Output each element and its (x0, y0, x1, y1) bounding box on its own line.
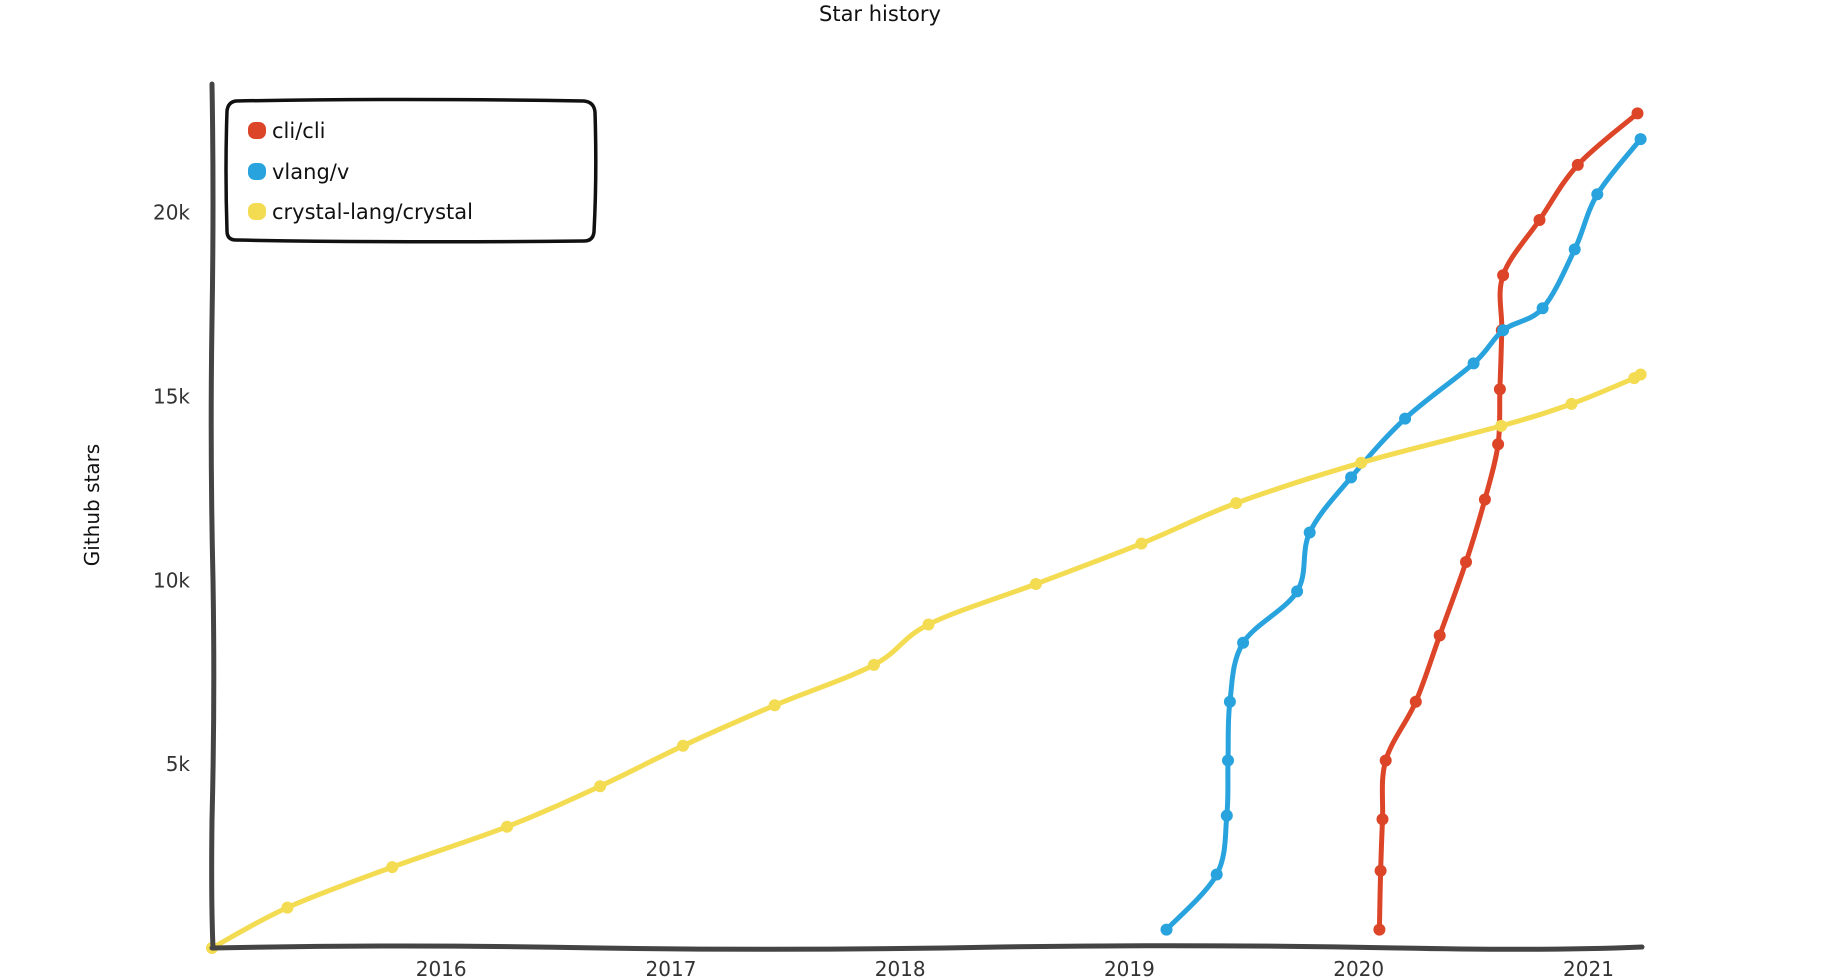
x-tick-label-2018: 2018 (875, 957, 926, 978)
y-tick-label-10k: 10k (153, 568, 190, 592)
series-point-cli-cli-6 (1460, 556, 1472, 568)
x-tick-label-2019: 2019 (1104, 957, 1155, 978)
series-point-crystal-lang-crystal-13 (1495, 419, 1508, 432)
series-point-cli-cli-7 (1478, 493, 1491, 506)
y-tick-label-20k: 20k (153, 201, 190, 225)
series-point-cli-cli-11 (1497, 269, 1510, 282)
series-point-crystal-lang-crystal-9 (1029, 578, 1042, 590)
series-point-crystal-lang-crystal-14 (1565, 397, 1578, 410)
series-point-vlang-v-11 (1497, 324, 1510, 337)
series-point-crystal-lang-crystal-1 (281, 901, 294, 914)
series-point-cli-cli-4 (1409, 695, 1422, 708)
legend: cli/cli vlang/v crystal-lang/crystal (224, 97, 598, 244)
series-point-crystal-lang-crystal-11 (1230, 497, 1243, 510)
series-point-crystal-lang-crystal-12 (1355, 456, 1368, 469)
series-point-vlang-v-3 (1222, 754, 1234, 767)
ticks-layer: 2016 2017 2018 2019 2020 2021 5k 10k 15k 20k (153, 201, 1614, 978)
series-point-crystal-lang-crystal-4 (594, 780, 607, 793)
series-point-crystal-lang-crystal-10 (1135, 537, 1148, 550)
legend-label-cli-cli: cli/cli (272, 119, 326, 143)
series-point-crystal-lang-crystal-2 (386, 861, 399, 874)
series-point-crystal-lang-crystal-5 (677, 739, 689, 752)
x-tick-label-2020: 2020 (1333, 957, 1384, 978)
x-axis-line (209, 943, 1645, 952)
series-point-vlang-v-12 (1536, 302, 1549, 315)
series-point-vlang-v-10 (1467, 357, 1480, 370)
series-point-vlang-v-7 (1303, 526, 1316, 539)
legend-swatch-cli-cli (248, 122, 266, 139)
series-point-vlang-v-9 (1399, 412, 1412, 425)
legend-swatch-crystal-lang-crystal (248, 203, 266, 220)
series-point-cli-cli-13 (1571, 158, 1584, 171)
series-point-cli-cli-8 (1492, 438, 1505, 451)
series-point-vlang-v-8 (1345, 471, 1358, 484)
x-tick-label-2016: 2016 (416, 957, 467, 978)
series-point-cli-cli-1 (1374, 864, 1387, 877)
x-tick-label-2021: 2021 (1563, 957, 1614, 978)
series-point-crystal-lang-crystal-6 (768, 699, 781, 712)
series-line-vlang-v (1164, 136, 1644, 933)
y-tick-label-15k: 15k (153, 385, 190, 409)
series-point-vlang-v-13 (1568, 243, 1581, 256)
series-point-vlang-v-14 (1591, 188, 1604, 201)
series-point-vlang-v-6 (1291, 585, 1304, 598)
series-layer (206, 107, 1647, 954)
series-point-vlang-v-2 (1220, 809, 1233, 822)
legend-label-vlang-v: vlang/v (272, 160, 349, 184)
chart-title: Star history (819, 2, 941, 26)
series-point-vlang-v-5 (1237, 636, 1250, 649)
series-point-crystal-lang-crystal-8 (922, 618, 935, 631)
series-point-vlang-v-0 (1160, 923, 1173, 936)
series-point-vlang-v-4 (1223, 695, 1236, 708)
y-axis-line (208, 81, 217, 951)
series-point-cli-cli-14 (1631, 107, 1644, 120)
series-point-cli-cli-3 (1379, 754, 1392, 767)
series-point-vlang-v-1 (1210, 868, 1223, 881)
series-line-cli-cli (1376, 110, 1640, 933)
x-tick-label-2017: 2017 (646, 957, 697, 978)
series-point-cli-cli-5 (1433, 629, 1446, 642)
axes-layer (208, 81, 1645, 952)
y-axis-label: Github stars (80, 444, 104, 566)
legend-box (224, 97, 598, 244)
legend-label-crystal-lang-crystal: crystal-lang/crystal (272, 200, 473, 224)
series-point-crystal-lang-crystal-16 (1634, 368, 1647, 381)
series-point-cli-cli-12 (1533, 214, 1546, 226)
series-point-crystal-lang-crystal-7 (867, 658, 880, 671)
series-point-vlang-v-15 (1634, 133, 1647, 146)
series-point-cli-cli-0 (1373, 923, 1386, 936)
series-point-cli-cli-9 (1493, 383, 1506, 396)
series-point-cli-cli-2 (1376, 813, 1389, 826)
series-point-crystal-lang-crystal-3 (501, 820, 514, 833)
series-line-crystal-lang-crystal (209, 372, 1644, 951)
y-tick-label-5k: 5k (166, 752, 191, 776)
legend-swatch-vlang-v (248, 163, 266, 180)
